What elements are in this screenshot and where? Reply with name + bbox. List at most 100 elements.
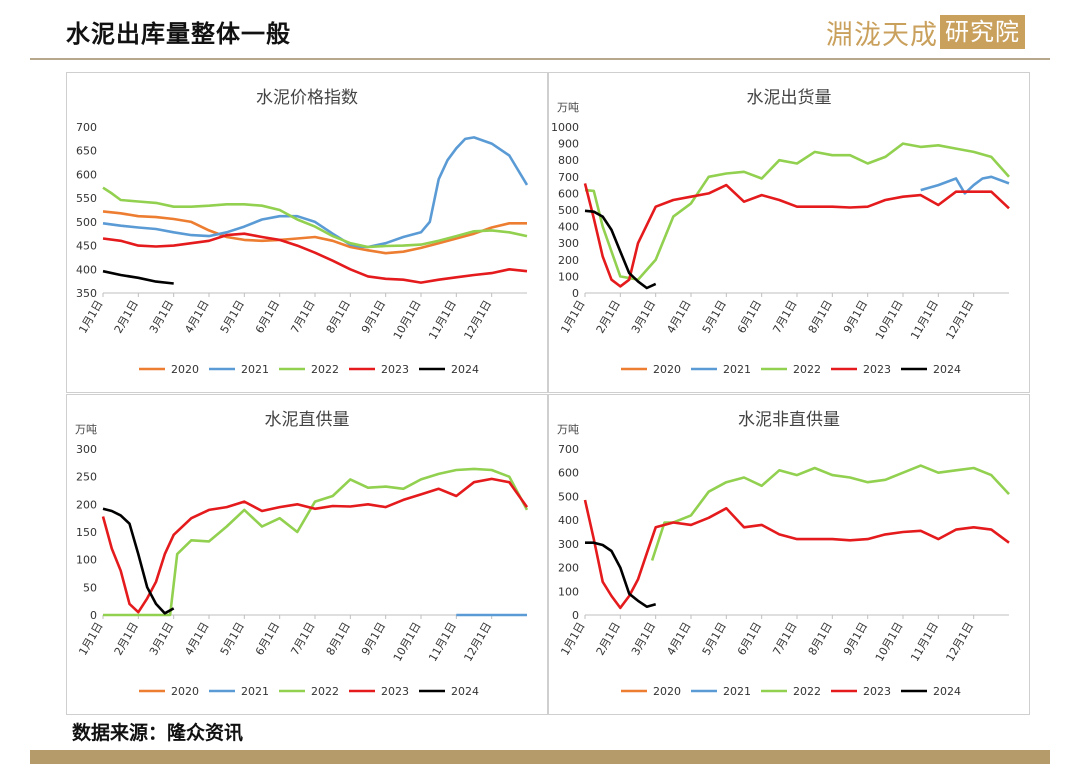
- x-tick-label: 8月1日: [806, 620, 835, 658]
- x-tick-label: 10月1日: [873, 620, 906, 664]
- legend-label-2022: 2022: [311, 363, 339, 376]
- x-tick-label: 12月1日: [462, 620, 495, 664]
- y-tick-label: 800: [558, 154, 579, 167]
- legend-label-2020: 2020: [653, 363, 681, 376]
- y-tick-label: 0: [572, 609, 579, 622]
- legend-label-2024: 2024: [933, 363, 961, 376]
- x-tick-label: 9月1日: [841, 298, 870, 336]
- x-tick-label: 4月1日: [182, 620, 211, 658]
- chart-title: 水泥出货量: [747, 88, 832, 108]
- y-tick-label: 700: [558, 443, 579, 456]
- y-tick-label: 1000: [551, 121, 579, 134]
- legend-label-2023: 2023: [381, 363, 409, 376]
- y-tick-label: 0: [572, 287, 579, 300]
- legend-label-2023: 2023: [863, 685, 891, 698]
- series-line-2023: [102, 232, 528, 284]
- y-tick-label: 650: [76, 145, 97, 158]
- unit-label: 万吨: [75, 423, 97, 436]
- legend-label-2020: 2020: [653, 685, 681, 698]
- x-tick-label: 11月1日: [908, 620, 941, 664]
- legend-label-2020: 2020: [171, 685, 199, 698]
- y-tick-label: 400: [76, 263, 97, 276]
- y-tick-label: 500: [76, 216, 97, 229]
- x-tick-label: 9月1日: [841, 620, 870, 658]
- y-tick-label: 50: [83, 581, 97, 594]
- x-tick-label: 3月1日: [147, 620, 176, 658]
- y-tick-label: 700: [558, 171, 579, 184]
- y-tick-label: 400: [558, 221, 579, 234]
- chart-title: 水泥非直供量: [738, 410, 840, 430]
- chart-panel-direct-supply: 水泥直供量 万吨 0 50 100 150 200 250 300 1月1日 2月1日 3月1日 4月1…: [66, 394, 548, 715]
- x-tick-label: 1月1日: [558, 298, 587, 336]
- x-tick-label: 10月1日: [873, 298, 906, 342]
- series-line-2022: [650, 464, 1010, 561]
- legend-label-2024: 2024: [451, 363, 479, 376]
- x-tick-label: 3月1日: [147, 298, 176, 336]
- chart-panel-price-index: 水泥价格指数 350 400 450 500 550 600 650 700 1月1日 2月1日 3月…: [66, 72, 548, 393]
- legend-label-2022: 2022: [793, 363, 821, 376]
- x-tick-label: 5月1日: [700, 298, 729, 336]
- legend-label-2024: 2024: [451, 685, 479, 698]
- x-tick-label: 3月1日: [629, 620, 658, 658]
- y-tick-label: 150: [76, 526, 97, 539]
- chart-panel-shipment: 水泥出货量 万吨 0 100 200 300 400 500 600 700 800 900 1000 1…: [548, 72, 1030, 393]
- series-line-2022: [102, 186, 528, 249]
- brand-logo: 淵泷天成 研究院: [826, 12, 1025, 52]
- x-tick-label: 8月1日: [324, 620, 353, 658]
- logo-text: 淵泷天成: [826, 19, 938, 51]
- y-tick-label: 0: [90, 609, 97, 622]
- y-tick-label: 300: [558, 237, 579, 250]
- x-tick-label: 2月1日: [112, 298, 141, 336]
- x-tick-label: 9月1日: [359, 298, 388, 336]
- x-tick-label: 12月1日: [944, 620, 977, 664]
- x-tick-label: 4月1日: [664, 620, 693, 658]
- y-tick-label: 350: [76, 287, 97, 300]
- legend-label-2024: 2024: [933, 685, 961, 698]
- unit-label: 万吨: [557, 423, 579, 436]
- x-tick-label: 4月1日: [664, 298, 693, 336]
- x-tick-label: 5月1日: [700, 620, 729, 658]
- page-title: 水泥出库量整体一般: [66, 20, 291, 48]
- legend-label-2020: 2020: [171, 363, 199, 376]
- y-tick-label: 500: [558, 490, 579, 503]
- y-tick-label: 700: [76, 121, 97, 134]
- x-tick-label: 6月1日: [253, 298, 282, 336]
- series-line-2020: [102, 210, 527, 255]
- chart-price-index: 水泥价格指数 350 400 450 500 550 600 650 700 1月1日 2月1日 3月…: [76, 88, 529, 376]
- x-tick-label: 5月1日: [218, 298, 247, 336]
- chart-title: 水泥价格指数: [256, 88, 358, 108]
- legend-label-2023: 2023: [381, 685, 409, 698]
- unit-label: 万吨: [557, 101, 579, 114]
- x-tick-label: 2月1日: [112, 620, 141, 658]
- x-tick-label: 9月1日: [359, 620, 388, 658]
- x-tick-label: 7月1日: [770, 298, 799, 336]
- series-line-2024: [102, 269, 174, 285]
- y-tick-label: 300: [558, 538, 579, 551]
- chart-title: 水泥直供量: [265, 410, 350, 430]
- data-source: 数据来源：隆众资讯: [72, 722, 244, 744]
- y-tick-label: 600: [558, 187, 579, 200]
- y-tick-label: 400: [558, 514, 579, 527]
- legend-label-2022: 2022: [311, 685, 339, 698]
- legend-label-2021: 2021: [723, 685, 751, 698]
- x-tick-label: 2月1日: [594, 298, 623, 336]
- x-tick-label: 12月1日: [462, 298, 495, 342]
- header-divider: [30, 58, 1050, 60]
- y-tick-label: 600: [558, 467, 579, 480]
- x-tick-label: 11月1日: [426, 620, 459, 664]
- series-line-2023: [583, 499, 1010, 610]
- logo-box-text: 研究院: [940, 15, 1025, 49]
- legend-label-2022: 2022: [793, 685, 821, 698]
- x-tick-label: 7月1日: [288, 620, 317, 658]
- x-tick-label: 1月1日: [76, 298, 105, 336]
- x-tick-label: 5月1日: [218, 620, 247, 658]
- y-tick-label: 200: [558, 254, 579, 267]
- y-tick-label: 200: [76, 498, 97, 511]
- series-line-2024: [584, 209, 657, 290]
- x-tick-label: 7月1日: [288, 298, 317, 336]
- y-tick-label: 200: [558, 562, 579, 575]
- series-line-2022: [103, 467, 529, 617]
- x-tick-label: 6月1日: [735, 298, 764, 336]
